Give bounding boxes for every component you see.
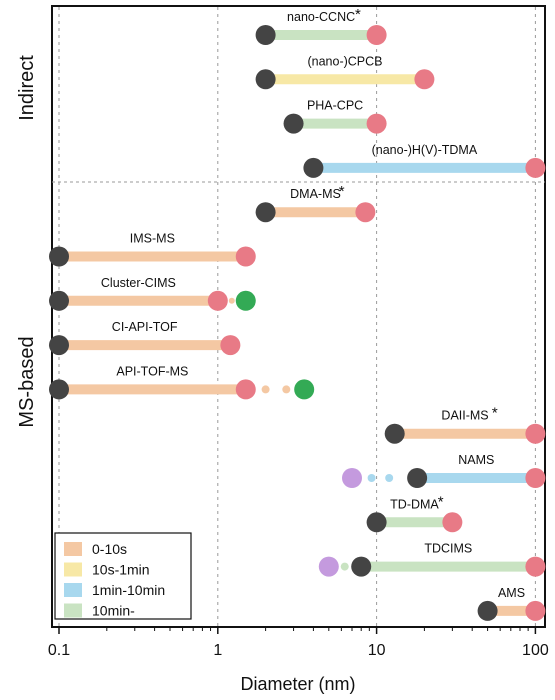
lower-limit-marker (366, 512, 387, 533)
upper-limit-marker (220, 335, 241, 356)
lower-limit-marker (303, 157, 324, 178)
lower-limit-marker (255, 202, 276, 223)
row-nano-ccnc: nano-CCNC * (255, 6, 387, 45)
row-api-tof-ms: API-TOF-MS (49, 364, 315, 400)
extension-marker (294, 379, 315, 400)
legend-swatch (64, 542, 82, 556)
upper-limit-marker (355, 202, 376, 223)
row-daii-ms: DAII-MS * (384, 405, 546, 444)
row-tdcims: TDCIMS (318, 542, 546, 577)
legend-swatch (64, 583, 82, 597)
instrument-label: TDCIMS (424, 542, 472, 556)
legend-swatch (64, 562, 82, 577)
legend: 0-10s 10s-1min 1min-10min 10min- (54, 532, 192, 620)
instrument-label: DAII-MS (441, 409, 488, 423)
lower-limit-marker (477, 600, 498, 621)
instrument-rows: nano-CCNC *(nano-)CPCBPHA-CPC(nano-)H(V)-… (49, 6, 546, 621)
row-nano-h-v-tdma: (nano-)H(V)-TDMA (303, 143, 546, 178)
row-nams: NAMS (342, 453, 546, 488)
instrument-label: TD-DMA (390, 497, 439, 511)
legend-swatch (64, 603, 82, 618)
instrument-label: DMA-MS (290, 187, 341, 201)
upper-limit-marker (366, 113, 387, 134)
instrument-label: nano-CCNC (287, 10, 355, 24)
row-td-dma: TD-DMA* (366, 493, 463, 533)
legend-label: 10min- (92, 603, 135, 619)
upper-limit-marker (525, 600, 546, 621)
star-mark: * (492, 405, 498, 422)
instrument-label: NAMS (458, 453, 494, 467)
upper-limit-marker (414, 69, 435, 90)
instrument-label: API-TOF-MS (116, 364, 188, 378)
lower-limit-marker (49, 335, 69, 356)
row-nano-cpcb: (nano-)CPCB (255, 54, 435, 90)
lower-limit-marker (255, 69, 276, 90)
group-label-indirect: Indirect (16, 55, 38, 121)
extension-dot (367, 474, 376, 482)
plot-frame (51, 5, 546, 628)
legend-label: 1min-10min (92, 582, 165, 598)
lower-limit-marker (283, 113, 304, 134)
instrument-label: Cluster-CIMS (101, 276, 176, 290)
x-tick-label: 10 (368, 642, 386, 659)
instrument-label: IMS-MS (130, 232, 175, 246)
star-mark: * (355, 6, 361, 23)
extension-dot (385, 474, 394, 482)
upper-limit-marker (525, 423, 546, 444)
instrument-label: CI-API-TOF (112, 320, 178, 334)
upper-limit-marker (235, 379, 256, 400)
extension-dot (261, 385, 270, 394)
instrument-label: PHA-CPC (307, 99, 363, 113)
upper-limit-marker (207, 290, 228, 311)
star-mark: * (339, 183, 345, 200)
row-pha-cpc: PHA-CPC (283, 99, 387, 134)
lower-limit-marker (49, 379, 69, 400)
x-tick-label: 100 (522, 642, 549, 659)
x-tick-label: 0.1 (48, 642, 70, 659)
row-ims-ms: IMS-MS (49, 232, 256, 267)
upper-limit-marker (366, 25, 387, 45)
extension-marker (342, 468, 363, 488)
row-ams: AMS (477, 586, 546, 621)
row-cluster-cims: Cluster-CIMS (49, 276, 256, 311)
extension-dot (228, 297, 235, 304)
row-ci-api-tof: CI-API-TOF (49, 320, 241, 356)
upper-limit-marker (525, 468, 546, 488)
lower-limit-marker (384, 423, 405, 444)
extension-marker (235, 290, 256, 311)
group-label-ms-based: MS-based (16, 336, 38, 427)
lower-limit-marker (49, 246, 69, 267)
star-mark: * (438, 493, 444, 510)
upper-limit-marker (442, 512, 463, 533)
extension-dot (282, 385, 291, 394)
lower-limit-marker (351, 556, 372, 577)
legend-label: 0-10s (92, 541, 127, 557)
x-tick-label: 1 (213, 642, 222, 659)
upper-limit-marker (235, 246, 256, 267)
instrument-label: AMS (498, 586, 525, 600)
row-dma-ms: DMA-MS* (255, 183, 376, 223)
grid-lines (58, 7, 536, 626)
upper-limit-marker (525, 157, 546, 178)
legend-label: 10s-1min (92, 562, 150, 578)
lower-limit-marker (49, 290, 69, 311)
extension-dot (340, 562, 349, 571)
x-axis: 0.1 1 10 100 (48, 627, 549, 659)
x-axis-title: Diameter (nm) (240, 674, 355, 694)
lower-limit-marker (407, 468, 428, 488)
extension-marker (318, 556, 339, 577)
upper-limit-marker (525, 556, 546, 577)
instrument-label: (nano-)H(V)-TDMA (372, 143, 478, 157)
lower-limit-marker (255, 25, 276, 45)
instrument-label: (nano-)CPCB (307, 54, 382, 68)
